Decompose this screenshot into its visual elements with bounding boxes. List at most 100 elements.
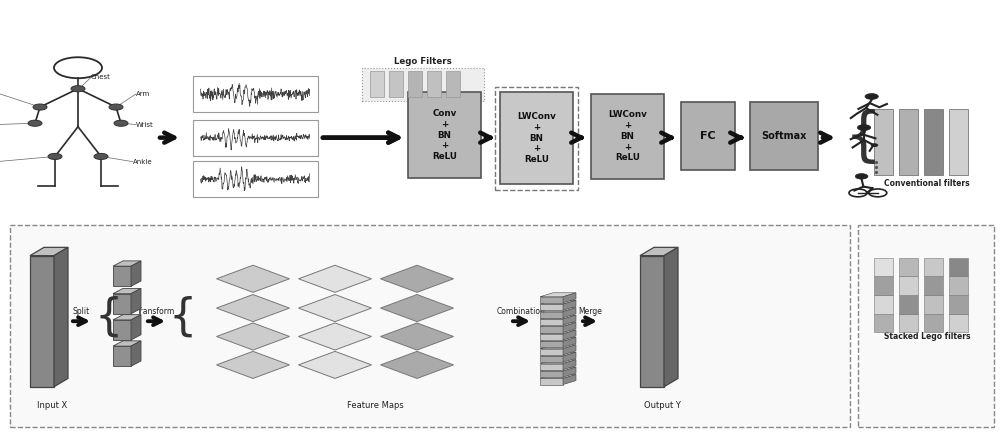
- Polygon shape: [563, 308, 576, 318]
- Polygon shape: [113, 320, 131, 340]
- Bar: [858, 225, 994, 427]
- Circle shape: [855, 173, 868, 179]
- Bar: [949, 295, 968, 314]
- Bar: [924, 295, 943, 314]
- Polygon shape: [540, 378, 563, 385]
- Polygon shape: [540, 364, 563, 370]
- Text: Feature Maps: Feature Maps: [347, 401, 403, 410]
- Polygon shape: [113, 346, 131, 366]
- Bar: [10, 225, 850, 427]
- Polygon shape: [131, 288, 141, 314]
- Polygon shape: [563, 345, 576, 355]
- Polygon shape: [664, 247, 678, 387]
- Bar: [899, 258, 918, 277]
- Bar: [370, 71, 384, 97]
- Polygon shape: [540, 375, 576, 378]
- Text: Wrist: Wrist: [136, 121, 154, 128]
- Polygon shape: [299, 351, 372, 378]
- Polygon shape: [540, 304, 563, 310]
- Polygon shape: [540, 367, 576, 371]
- Polygon shape: [540, 319, 563, 325]
- Circle shape: [48, 153, 62, 160]
- Polygon shape: [563, 315, 576, 325]
- Circle shape: [71, 86, 85, 92]
- Polygon shape: [131, 315, 141, 340]
- Text: Conventional filters: Conventional filters: [884, 179, 970, 188]
- Polygon shape: [540, 341, 563, 347]
- Text: Ankle: Ankle: [133, 159, 153, 165]
- Text: Lego Filters: Lego Filters: [394, 56, 452, 66]
- Polygon shape: [540, 297, 563, 303]
- Bar: [389, 71, 403, 97]
- Polygon shape: [216, 323, 290, 350]
- Circle shape: [33, 104, 47, 110]
- Polygon shape: [30, 256, 54, 387]
- Bar: [949, 277, 968, 295]
- Bar: [192, 120, 318, 156]
- Polygon shape: [30, 247, 68, 256]
- Polygon shape: [540, 330, 576, 334]
- Bar: [949, 258, 968, 277]
- Bar: [899, 277, 918, 295]
- Bar: [874, 109, 893, 175]
- Polygon shape: [299, 295, 372, 322]
- Text: Output Y: Output Y: [644, 401, 680, 410]
- Text: Combination: Combination: [497, 306, 546, 316]
- Bar: [408, 92, 481, 178]
- Polygon shape: [381, 323, 454, 350]
- Circle shape: [109, 104, 123, 110]
- Polygon shape: [563, 367, 576, 377]
- Text: Conv
+
BN
+
ReLU: Conv + BN + ReLU: [432, 109, 457, 161]
- Polygon shape: [540, 334, 563, 340]
- Polygon shape: [540, 345, 576, 349]
- Bar: [899, 295, 918, 314]
- Bar: [874, 258, 893, 277]
- Bar: [924, 109, 943, 175]
- Bar: [924, 277, 943, 295]
- Polygon shape: [540, 352, 576, 356]
- Polygon shape: [381, 351, 454, 378]
- Text: Chest: Chest: [91, 74, 111, 80]
- Polygon shape: [563, 337, 576, 347]
- Polygon shape: [563, 323, 576, 333]
- Polygon shape: [563, 375, 576, 385]
- Circle shape: [865, 94, 878, 99]
- Polygon shape: [540, 356, 563, 362]
- Polygon shape: [563, 352, 576, 362]
- Polygon shape: [381, 265, 454, 292]
- Polygon shape: [563, 360, 576, 370]
- Circle shape: [28, 120, 42, 126]
- Polygon shape: [540, 371, 563, 377]
- Polygon shape: [381, 295, 454, 322]
- Polygon shape: [113, 315, 141, 320]
- Bar: [874, 277, 893, 295]
- Polygon shape: [563, 300, 576, 310]
- Bar: [899, 314, 918, 332]
- Polygon shape: [131, 341, 141, 366]
- Bar: [949, 314, 968, 332]
- Polygon shape: [216, 265, 290, 292]
- Polygon shape: [216, 351, 290, 378]
- Polygon shape: [563, 330, 576, 340]
- Text: {: {: [94, 295, 122, 338]
- Polygon shape: [299, 323, 372, 350]
- Polygon shape: [563, 293, 576, 303]
- Bar: [192, 161, 318, 197]
- Text: Input X: Input X: [37, 401, 67, 410]
- Bar: [362, 68, 484, 101]
- Polygon shape: [540, 360, 576, 364]
- Text: Split: Split: [73, 306, 90, 316]
- Bar: [495, 87, 578, 190]
- Polygon shape: [640, 247, 678, 256]
- Polygon shape: [113, 341, 141, 346]
- Bar: [681, 102, 735, 170]
- Polygon shape: [540, 337, 576, 341]
- Text: {: {: [845, 109, 882, 166]
- Polygon shape: [299, 265, 372, 292]
- Bar: [427, 71, 441, 97]
- Polygon shape: [54, 247, 68, 387]
- Bar: [408, 71, 422, 97]
- Text: Transform: Transform: [137, 306, 176, 316]
- Polygon shape: [113, 294, 131, 314]
- Bar: [924, 258, 943, 277]
